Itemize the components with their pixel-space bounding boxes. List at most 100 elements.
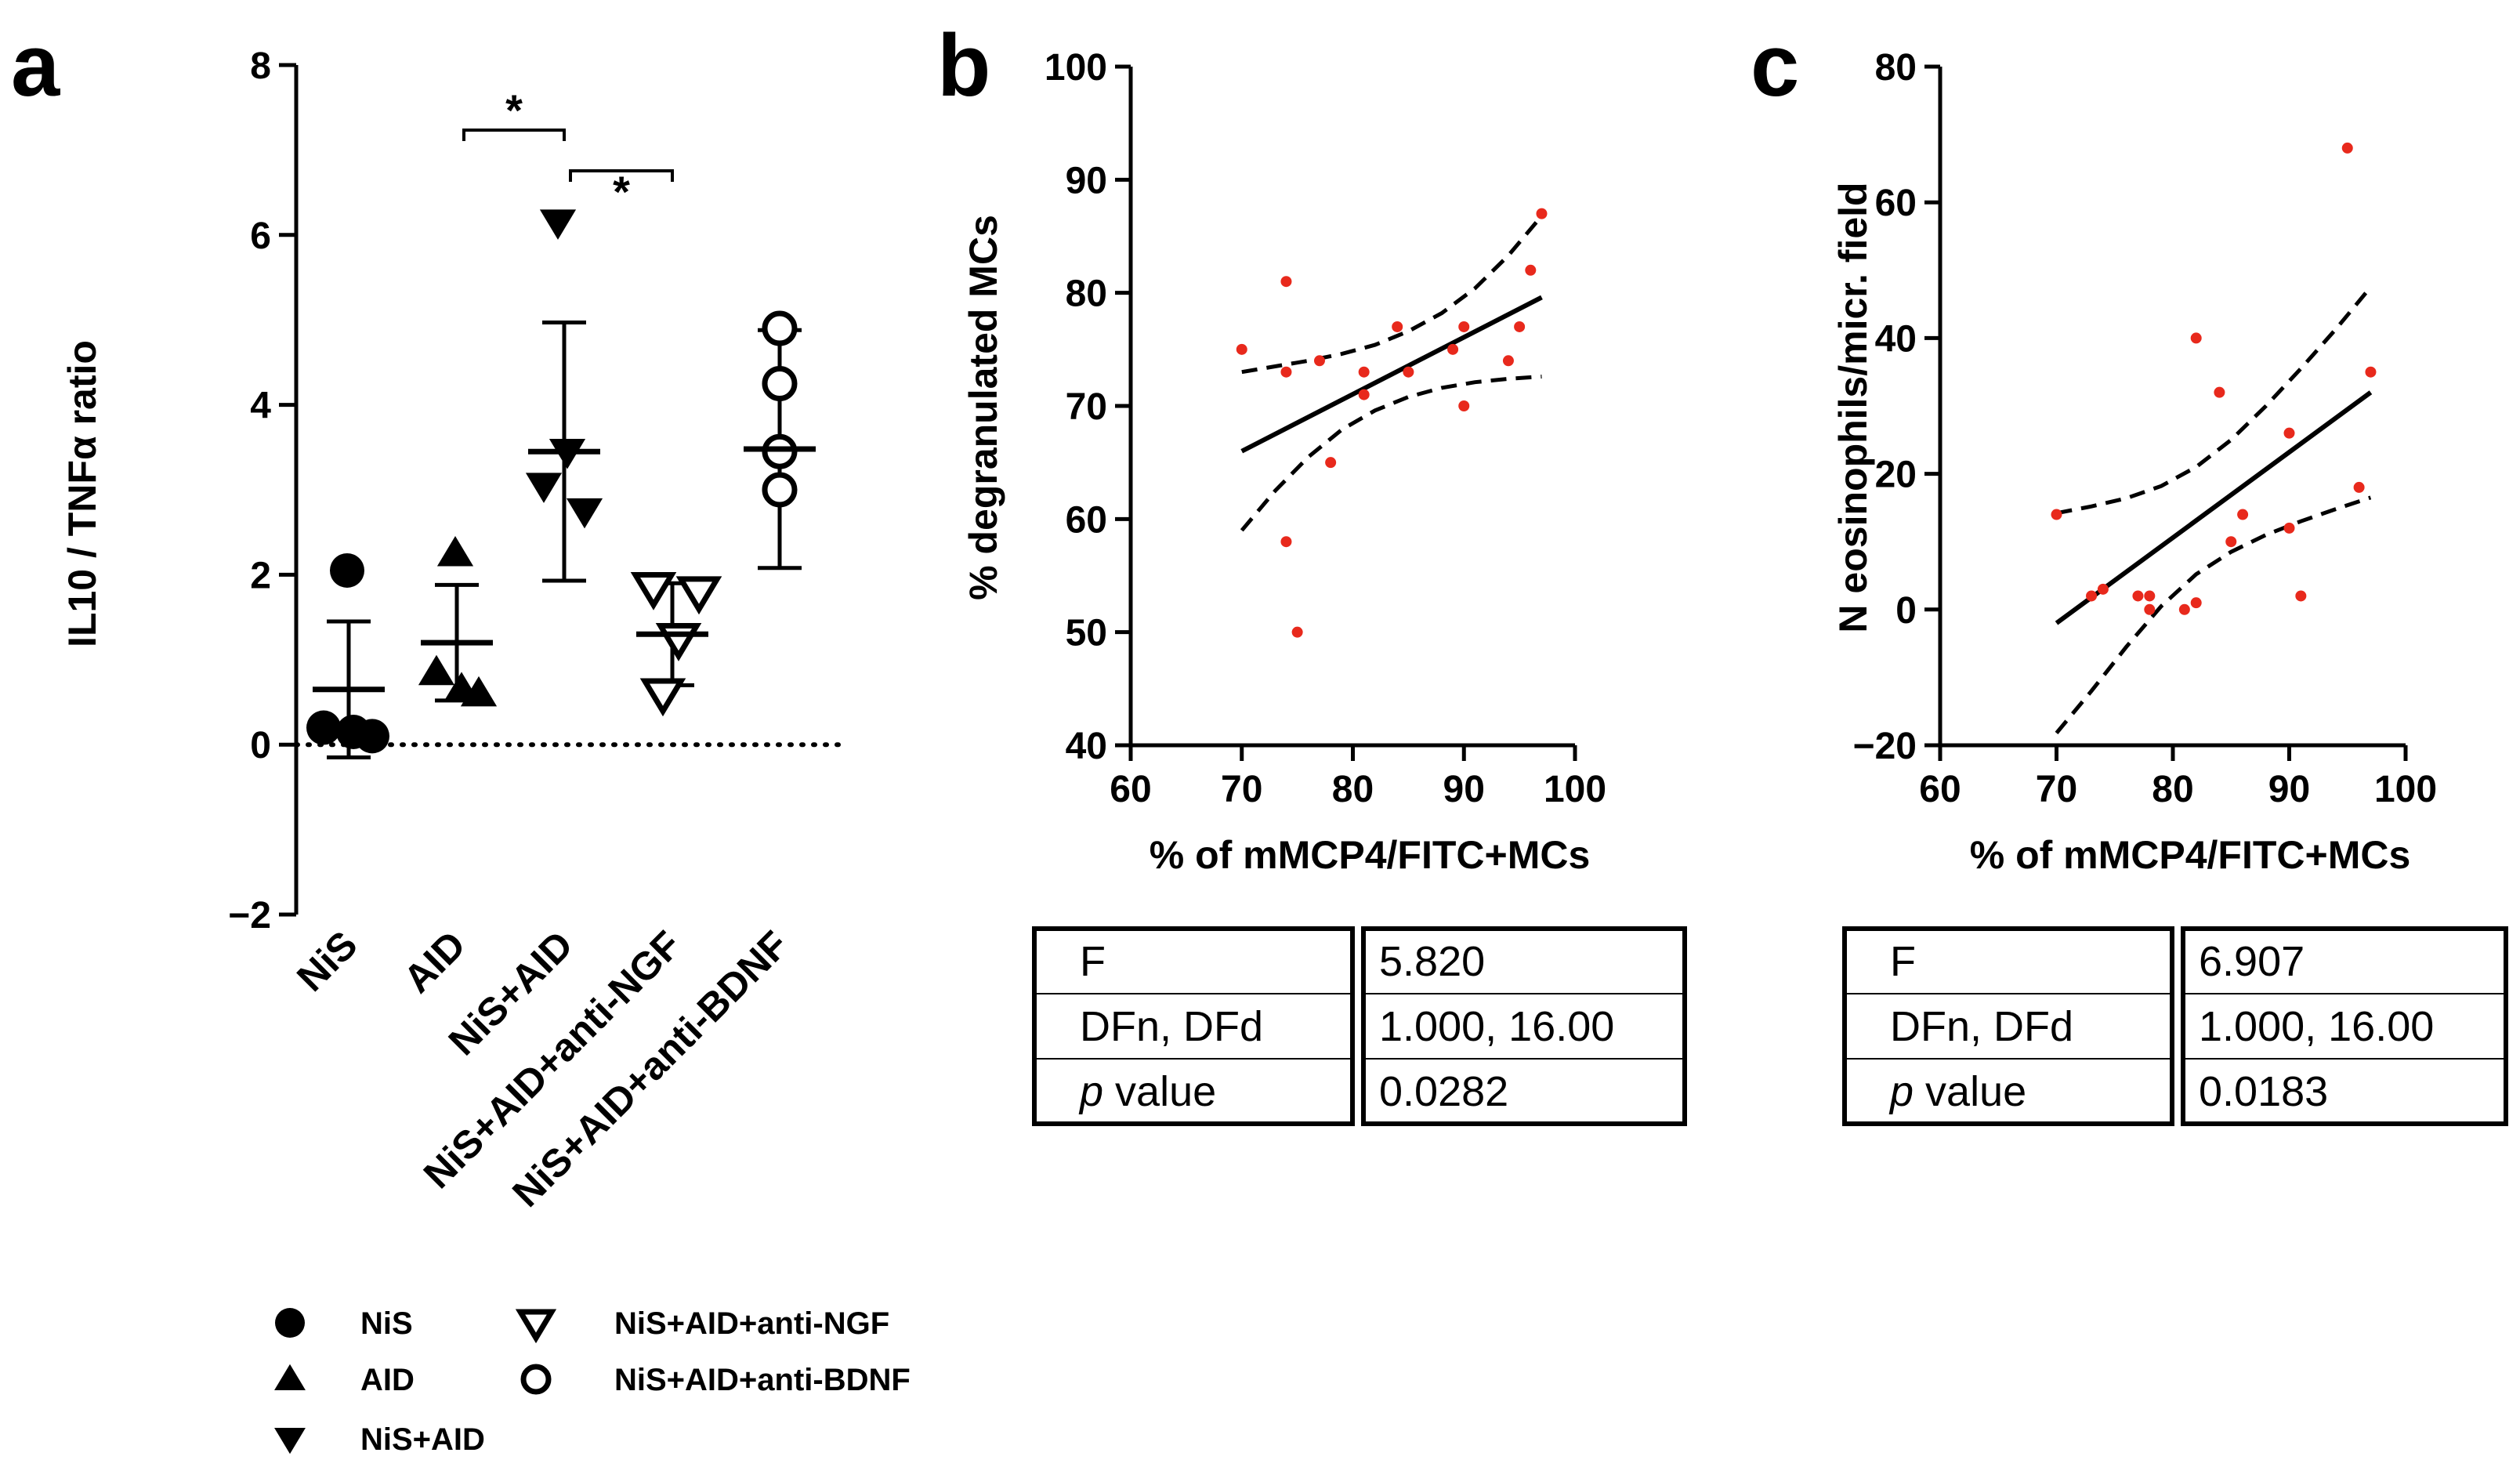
- panel-a-legend: NiS AID NiS+AID NiS+AID+anti-NGF NiS+AID+ant…: [274, 1306, 911, 1457]
- x-tick-label: 100: [2374, 769, 2437, 810]
- data-point: [2341, 142, 2353, 154]
- y-tick-label: 40: [1066, 726, 1107, 767]
- data-point: [460, 676, 498, 707]
- stats-value: 1.000, 16.00: [1379, 1003, 1614, 1050]
- ci-lower-band: [1240, 375, 1542, 532]
- data-point: [2097, 583, 2109, 595]
- bracket-line: [569, 169, 674, 182]
- data-point: [2132, 590, 2144, 602]
- regression-line: [1240, 295, 1543, 454]
- data-point: [1280, 366, 1292, 378]
- data-point: [2144, 603, 2156, 615]
- stats-label: p value: [1078, 1068, 1216, 1115]
- y-tick-label: 6: [250, 216, 271, 257]
- y-tick-label: 0: [250, 725, 271, 766]
- stats-label: p value: [1888, 1068, 2026, 1115]
- data-point: [1502, 355, 1514, 367]
- data-point: [2353, 481, 2365, 493]
- legend-label: NiS+AID+anti-BDNF: [614, 1363, 911, 1397]
- panel-a-category-labels: NiS AIDNiS+AIDNiS+AID+anti-NGFNiS+AID+ant…: [288, 922, 797, 1215]
- data-point: [2086, 590, 2098, 602]
- data-point: [762, 472, 798, 508]
- data-point: [762, 310, 798, 346]
- data-point: [2283, 522, 2295, 534]
- y-tick-label: 70: [1066, 386, 1107, 428]
- panel-b-plot: 40 50 60 70 80 90 100 60 70 80 90 100: [1045, 47, 1606, 810]
- panel-c-y-axis-title: N eosinophils/micr. field: [1831, 182, 1875, 632]
- y-tick-label: 20: [1875, 455, 1917, 496]
- panel-a-y-axis: −2 0 2 4 6 8: [228, 45, 847, 936]
- panel-c-regression: c N eosinophils/micr. field % of mMCP4/F…: [1751, 16, 2508, 1126]
- stats-label: DFn, DFd: [1080, 1003, 1263, 1050]
- y-tick-label: 0: [1895, 590, 1917, 632]
- data-point: [2237, 509, 2249, 520]
- data-point: [2225, 536, 2237, 548]
- legend-label: NiS+AID+anti-NGF: [614, 1306, 889, 1341]
- data-point: [525, 473, 563, 503]
- significance-star: *: [505, 85, 523, 135]
- data-point: [2190, 332, 2202, 344]
- x-tick-label: 80: [2152, 769, 2193, 810]
- data-point: [2365, 366, 2377, 378]
- x-tick-label: 90: [2268, 769, 2310, 810]
- data-point: [2178, 603, 2190, 615]
- panel-c-x-axis-title: % of mMCP4/FITC+MCs: [1970, 833, 2411, 877]
- data-point: [1447, 343, 1459, 355]
- stats-value-box: [1361, 926, 1687, 1126]
- y-tick-label: 40: [1875, 318, 1917, 360]
- stats-label-italic: p: [1888, 1068, 1914, 1115]
- x-tick-label: 90: [1443, 769, 1485, 810]
- data-point: [762, 366, 798, 401]
- category-label: NiS: [288, 922, 366, 1000]
- data-point: [330, 552, 364, 588]
- data-point: [1392, 321, 1403, 332]
- data-point: [1458, 321, 1470, 332]
- stats-label: F: [1080, 938, 1106, 985]
- significance-bracket: *: [462, 85, 566, 141]
- y-tick-label: 60: [1066, 499, 1107, 541]
- y-tick-label: 80: [1066, 274, 1107, 315]
- data-point: [2190, 597, 2202, 609]
- series-nis-aid: [525, 209, 603, 583]
- x-tick-label: 60: [1110, 769, 1151, 810]
- data-point: [655, 623, 702, 661]
- stats-value: 1.000, 16.00: [2199, 1003, 2434, 1050]
- x-tick-label: 70: [1221, 769, 1262, 810]
- panel-c-plot: −20 0 20 40 60 80 60 70 80 90 100: [1853, 47, 2437, 810]
- data-point: [1525, 264, 1537, 276]
- data-point: [355, 719, 389, 754]
- y-tick-label: 90: [1066, 160, 1107, 201]
- data-point: [1358, 366, 1370, 378]
- stats-label: F: [1890, 938, 1916, 985]
- data-point: [1291, 626, 1303, 638]
- panel-letter-b: b: [937, 16, 990, 114]
- stats-label-rest: value: [1103, 1068, 1216, 1115]
- series-nis-aid-anti-ngf: [630, 571, 722, 717]
- stats-value: 6.907: [2199, 938, 2305, 985]
- data-point: [1236, 343, 1247, 355]
- legend-item: NiS: [275, 1306, 413, 1341]
- legend-label: NiS: [360, 1306, 413, 1341]
- y-tick-label: 100: [1045, 47, 1107, 89]
- stats-label-box: [1032, 926, 1355, 1126]
- data-point: [1403, 366, 1414, 378]
- data-point: [2295, 590, 2307, 602]
- panel-a-data: **: [306, 85, 816, 759]
- data-point: [539, 209, 577, 240]
- data-point: [2214, 386, 2225, 398]
- legend-item: NiS+AID+anti-BDNF: [520, 1363, 911, 1397]
- regression-line: [2055, 390, 2373, 625]
- data-point: [1280, 536, 1292, 548]
- stats-label: DFn, DFd: [1890, 1003, 2073, 1050]
- data-point: [639, 678, 686, 717]
- ci-upper-band: [2056, 285, 2373, 516]
- panel-b-stats-table: F 5.820 DFn, DFd 1.000, 16.00 p value 0.0282: [1032, 926, 1687, 1126]
- data-point: [2051, 509, 2062, 520]
- stats-label-box: [1842, 926, 2174, 1126]
- x-tick-label: 60: [1919, 769, 1961, 810]
- data-point: [1536, 208, 1548, 219]
- stats-value-box: [2181, 926, 2508, 1126]
- data-point: [436, 535, 474, 567]
- panel-b-y-axis-title: % degranulated MCs: [961, 215, 1005, 600]
